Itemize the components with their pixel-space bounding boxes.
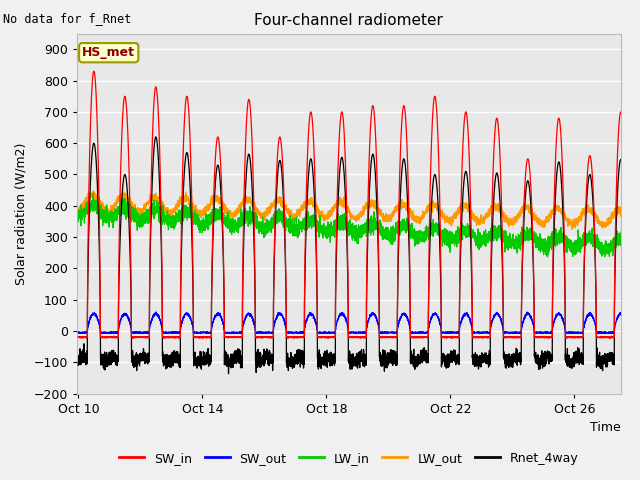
Legend: SW_in, SW_out, LW_in, LW_out, Rnet_4way: SW_in, SW_out, LW_in, LW_out, Rnet_4way <box>114 447 584 469</box>
Text: HS_met: HS_met <box>82 46 135 59</box>
Y-axis label: Solar radiation (W/m2): Solar radiation (W/m2) <box>15 143 28 285</box>
X-axis label: Time: Time <box>590 421 621 434</box>
Title: Four-channel radiometer: Four-channel radiometer <box>254 13 444 28</box>
Text: No data for f_Rnet: No data for f_Rnet <box>3 12 131 25</box>
